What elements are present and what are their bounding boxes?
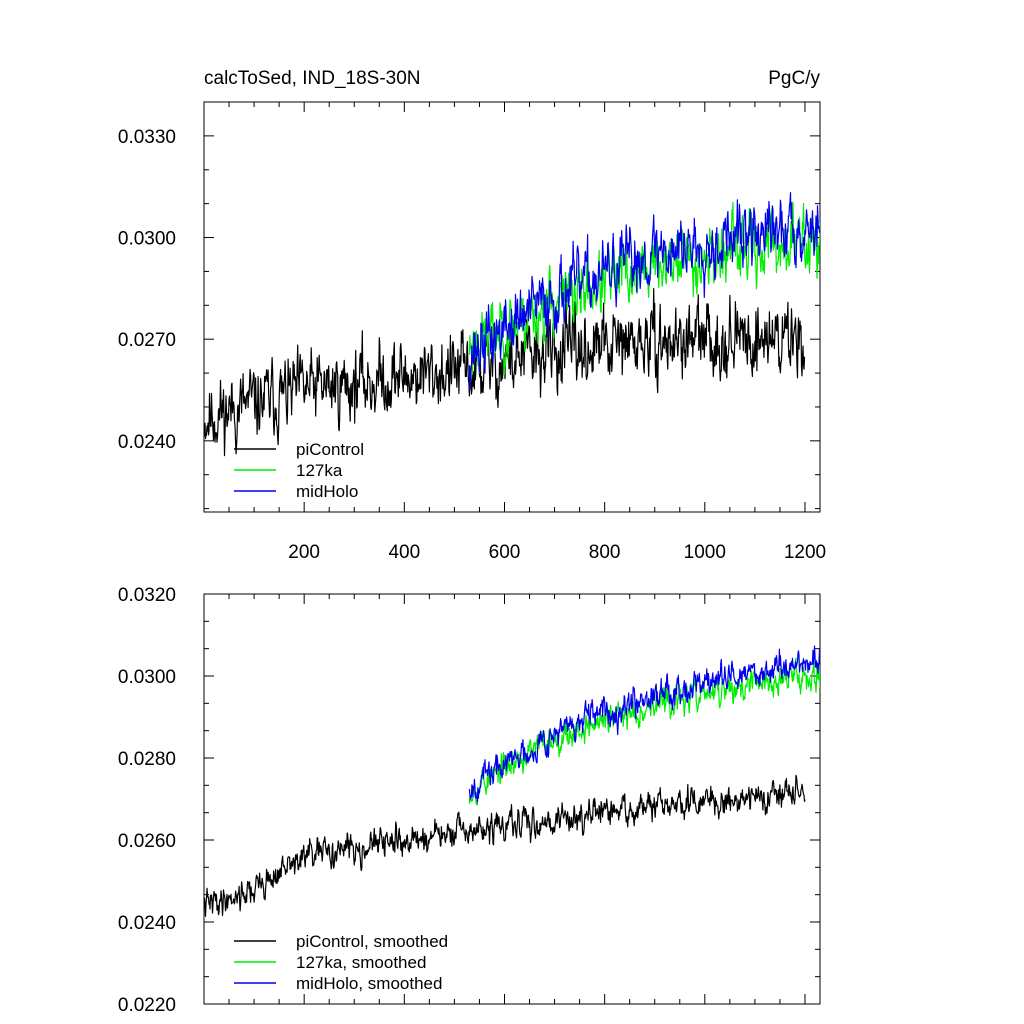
y-tick-label: 0.0320 xyxy=(118,585,176,606)
chart-title-right: PgC/y xyxy=(768,68,820,89)
x-tick-label: 200 xyxy=(288,542,320,563)
y-tick-label: 0.0270 xyxy=(118,330,176,351)
legend-label: midHolo, smoothed xyxy=(296,974,442,993)
x-tick-label: 1200 xyxy=(784,542,826,563)
series-line-3 xyxy=(468,192,820,391)
x-tick-label: 600 xyxy=(489,542,521,563)
legend-label: midHolo xyxy=(296,482,358,501)
x-tick-label: 400 xyxy=(388,542,420,563)
x-tick-label: 1000 xyxy=(684,542,726,563)
series-line-2 xyxy=(468,657,820,806)
legend-label: piControl, smoothed xyxy=(296,932,448,951)
y-tick-label: 0.0220 xyxy=(118,995,176,1016)
y-tick-label: 0.0300 xyxy=(118,667,176,688)
y-tick-label: 0.0260 xyxy=(118,831,176,852)
legend-label: 127ka, smoothed xyxy=(296,953,426,972)
y-tick-label: 0.0240 xyxy=(118,913,176,934)
series-line-1 xyxy=(204,774,806,917)
series-line-3 xyxy=(468,645,820,803)
legend-label: piControl xyxy=(296,440,364,459)
panel-2: 0.0220 0.0240 0.0260 0.0280 0.0300 0.0320 piCo… xyxy=(118,585,821,1016)
legend-label: 127ka xyxy=(296,461,343,480)
y-tick-label: 0.0330 xyxy=(118,127,176,148)
y-tick-label: 0.0280 xyxy=(118,749,176,770)
plot-frame xyxy=(203,593,821,1005)
y-tick-label: 0.0300 xyxy=(118,229,176,250)
panel-1: 200 400 600 800 1000 1200 0.0240 0.0270 0.0300 0.… xyxy=(118,68,826,563)
plot-frame xyxy=(203,101,821,513)
chart-title-left: calcToSed, IND_18S-30N xyxy=(204,68,421,89)
x-tick-label: 800 xyxy=(589,542,621,563)
y-tick-label: 0.0240 xyxy=(118,432,176,453)
